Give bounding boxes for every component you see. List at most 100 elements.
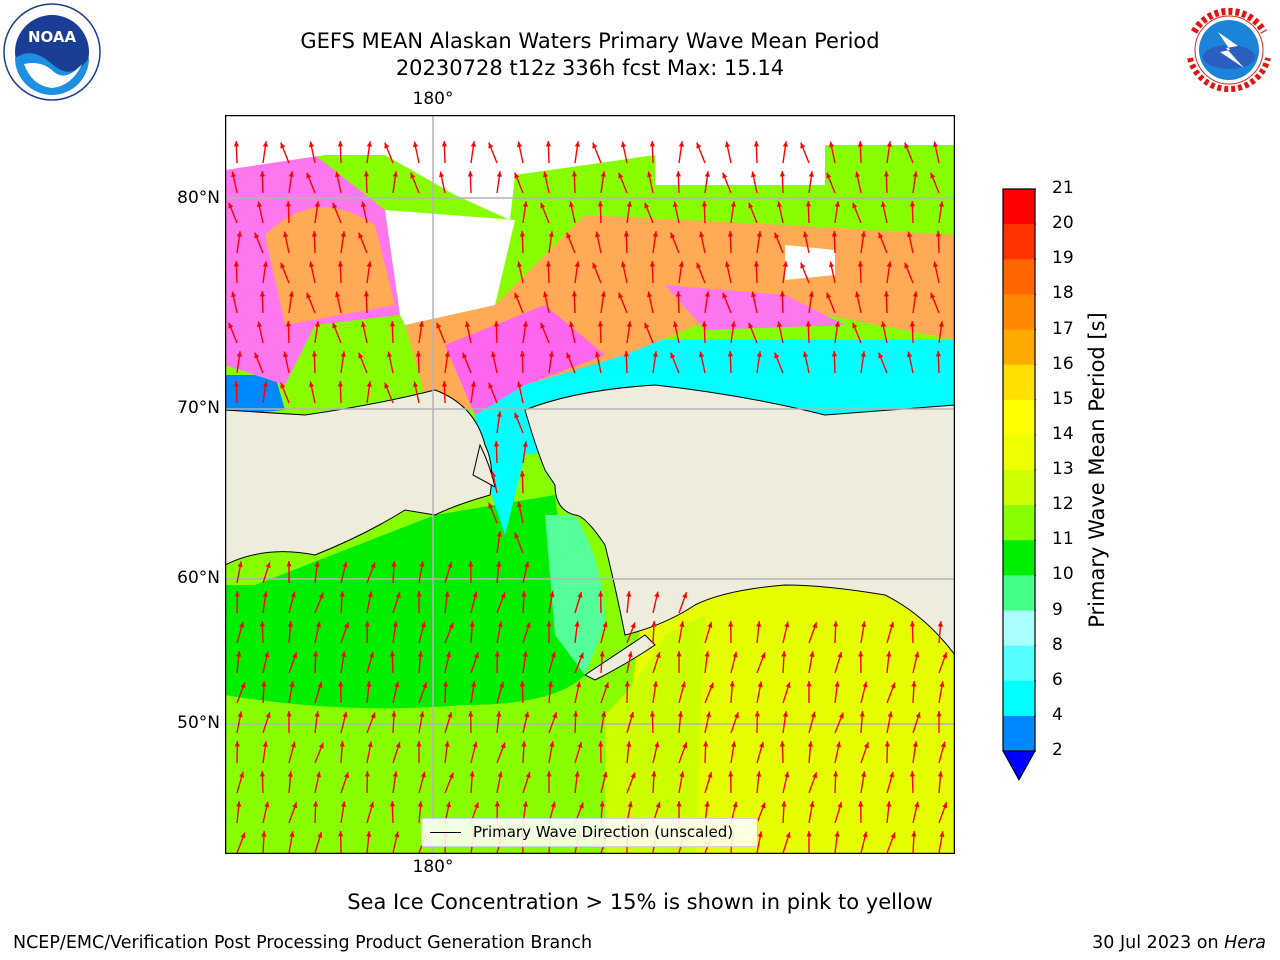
wave-arrow-head [239,771,245,778]
legend-line-icon [430,832,461,833]
wave-arrow-head [806,831,812,837]
wave-arrow-head [417,651,423,657]
wave-arrow-head [757,681,763,688]
wave-arrow-head [757,831,763,838]
wave-arrow-head [861,771,867,777]
wave-arrow-head [259,771,265,777]
wave-arrow-head [679,771,685,778]
wave-arrow-head [574,771,580,777]
colorbar-band [1003,610,1035,647]
wave-arrow-head [366,381,372,387]
wave-arrow-head [800,262,806,269]
wave-arrow-head [306,292,312,299]
wave-arrow-head [341,651,347,657]
wave-arrow-head [573,711,579,717]
wave-arrow-head [647,171,653,178]
wave-arrow-head [592,142,598,149]
wave-arrow-head [679,621,685,628]
wave-arrow-head [578,652,584,659]
colorbar-tick-label: 20 [1052,213,1074,234]
colorbar-tick-label: 9 [1052,599,1063,620]
wave-arrow-head [389,321,395,327]
wave-arrow-head [342,711,348,718]
wave-arrow-head [618,172,624,179]
wave-arrow-head [469,621,475,627]
wave-arrow-head [239,621,245,628]
wave-arrow-head [781,801,787,807]
wave-arrow-head [803,231,809,238]
wave-arrow-head [751,291,757,298]
wave-arrow-head [571,291,577,297]
wave-arrow-head [361,201,367,208]
wave-arrow-head [236,801,242,807]
wave-arrow-head [395,592,401,598]
wave-arrow-head [309,261,315,268]
wave-arrow-head [358,352,364,359]
wave-arrow-head [725,261,731,268]
wave-direction-arrows [228,140,948,854]
wave-arrow-head [577,742,583,748]
wave-arrow-head [413,381,419,388]
wave-arrow-head [809,651,815,658]
wave-arrow-head [514,412,520,419]
wave-arrow-head [855,291,861,298]
wave-arrow-head [289,831,295,838]
wave-arrow-head [810,711,816,718]
wave-arrow-head [748,322,754,329]
wave-arrow-head [730,321,736,327]
wave-arrow-head [627,801,633,808]
wave-arrow-head [525,772,531,778]
wave-arrow-head [290,741,296,748]
wave-arrow-head [602,771,608,778]
wave-arrow-head [543,171,549,178]
wave-arrow-head [785,682,791,688]
wave-arrow-head [838,712,844,719]
wave-arrow-head [548,351,554,357]
wave-arrow-head [257,321,263,328]
chart-subtitle: 20230728 t12z 336h fcst Max: 15.14 [395,56,785,80]
wave-arrow-head [886,261,892,267]
wave-arrow-head [288,291,294,297]
land-peninsula [584,634,656,681]
wave-arrow-head [595,351,601,358]
wave-arrow-head [930,292,936,299]
wave-arrow-head [488,382,494,389]
wave-arrow-head [366,141,372,147]
wave-arrow-head [545,261,551,267]
wave-arrow-head [493,441,499,447]
wave-arrow-head [420,771,426,778]
wave-arrow-head [907,231,913,238]
wave-arrow-head [416,741,422,747]
wave-arrow-head [550,801,556,808]
wave-arrow-head [332,202,338,209]
wave-arrow-head [418,321,424,327]
wave-arrow-head [439,171,445,178]
wave-arrow-head [443,681,449,687]
wave-arrow-head [292,652,298,659]
wave-arrow-head [696,262,702,269]
wave-arrow-head [340,351,346,357]
wave-arrow-head [862,831,868,838]
wave-arrow-head [522,441,528,447]
arctic-cyan [475,340,955,535]
wave-arrow-head [420,621,426,628]
wave-arrow-head [488,502,494,509]
wave-arrow-head [259,621,265,627]
wave-arrow-head [472,741,478,748]
wave-arrow-head [394,831,400,838]
lat-label-50: 50°N [177,713,220,733]
wave-arrow-head [364,621,370,627]
wave-arrow-head [311,351,317,357]
wave-arrow-head [904,262,910,269]
wave-arrow-head [812,772,818,779]
wave-arrow-head [859,711,865,717]
wave-arrow-head [626,321,632,327]
wave-arrow-head [915,712,921,718]
wave-arrow-head [779,741,785,747]
wave-arrow-head [784,771,790,778]
wave-arrow-head [878,352,884,359]
wave-arrow-head [707,622,713,628]
wave-arrow-head [732,801,738,808]
wave-arrow-head [547,681,553,687]
wave-arrow-head [699,351,705,358]
